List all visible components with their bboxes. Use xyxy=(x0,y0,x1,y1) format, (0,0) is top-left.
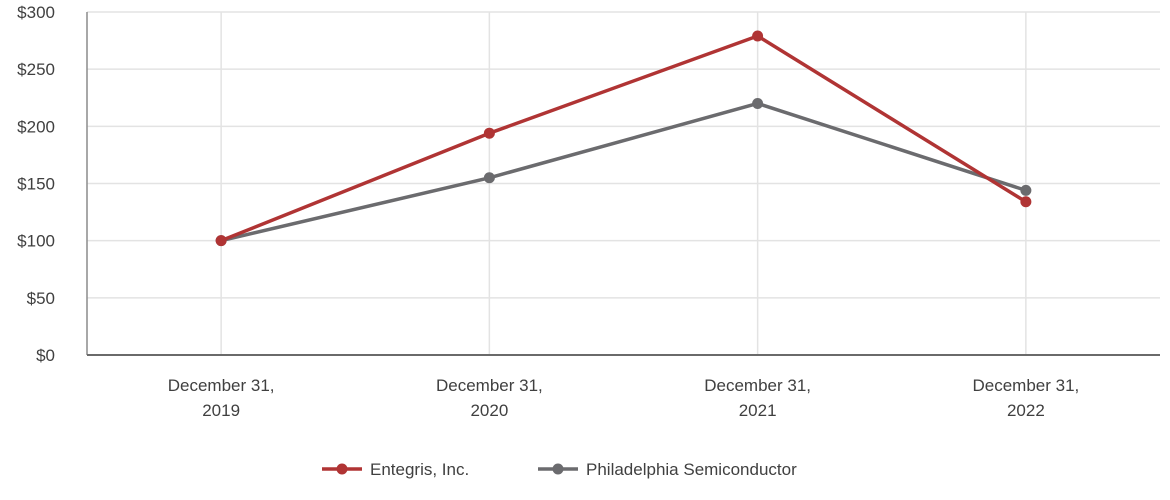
legend-item-entegris-inc: Entegris, Inc. xyxy=(322,460,469,479)
data-point-philadelphia-semiconductor xyxy=(483,172,495,184)
legend-label: Entegris, Inc. xyxy=(370,460,469,479)
x-tick-label: December 31, 2021 xyxy=(704,376,811,420)
data-point-philadelphia-semiconductor xyxy=(1020,184,1032,196)
gridlines xyxy=(87,11,1160,355)
y-tick-label: $0 xyxy=(36,346,55,365)
x-tick-label: December 31, 2022 xyxy=(972,376,1079,420)
axes xyxy=(86,12,1160,356)
series-line-entegris-inc xyxy=(220,34,1027,243)
x-tick-labels: December 31, 2019 December 31, 2020 December… xyxy=(168,376,1080,420)
data-point-entegris-inc xyxy=(752,30,764,42)
legend-item-philadelphia-semiconductor: Philadelphia Semiconductor xyxy=(538,460,797,479)
legend-swatch-marker xyxy=(336,463,348,475)
y-tick-label: $250 xyxy=(17,60,55,79)
data-point-entegris-inc xyxy=(483,127,495,139)
data-point-philadelphia-semiconductor xyxy=(752,97,764,109)
data-point-entegris-inc xyxy=(1020,196,1032,208)
series-lines xyxy=(215,30,1032,247)
data-point-entegris-inc xyxy=(215,235,227,247)
y-tick-label: $200 xyxy=(17,117,55,136)
series-line-philadelphia-semiconductor xyxy=(220,101,1027,243)
y-tick-label: $150 xyxy=(17,175,55,194)
y-tick-label: $50 xyxy=(27,289,55,308)
x-tick-label: December 31, 2020 xyxy=(436,376,543,420)
y-tick-label: $100 xyxy=(17,232,55,251)
x-tick-label: December 31, 2019 xyxy=(168,376,275,420)
legend-label: Philadelphia Semiconductor xyxy=(586,460,797,479)
legend-swatch-marker xyxy=(552,463,564,475)
y-tick-label: $300 xyxy=(17,3,55,22)
y-tick-labels: $0 $50 $100 $150 $200 $250 $300 xyxy=(17,3,55,365)
legend: Entegris, Inc. Philadelphia Semiconductor xyxy=(322,460,797,479)
